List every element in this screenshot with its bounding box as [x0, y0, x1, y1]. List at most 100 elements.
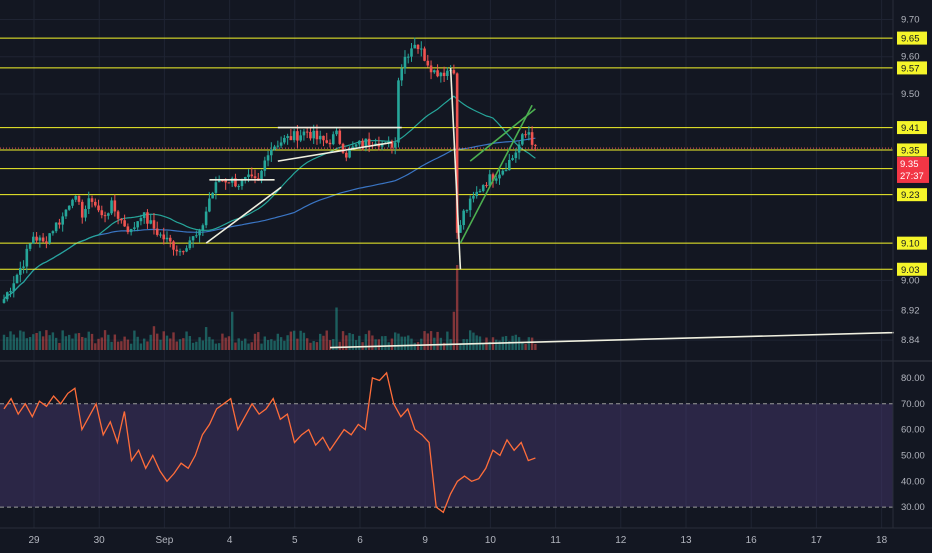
candle-body [22, 266, 25, 268]
candle-body [348, 148, 351, 158]
level-label-box [897, 262, 927, 276]
volume-bar [260, 343, 263, 350]
candle-body [338, 130, 342, 144]
candle-body [504, 170, 508, 172]
volume-bar [433, 337, 436, 350]
volume-bar [221, 333, 224, 350]
volume-bar [423, 331, 426, 350]
level-label-box [897, 61, 927, 75]
candle-body [120, 218, 123, 221]
candle-body [243, 177, 247, 180]
volume-bar [309, 342, 312, 350]
candle-body [524, 134, 527, 136]
rsi-line [3, 371, 536, 514]
volume-bar [146, 341, 149, 350]
trendline [449, 67, 462, 270]
rsi-tick-label: 40.00 [901, 476, 925, 487]
candle-body [172, 241, 175, 250]
volume-bar [22, 331, 25, 350]
candle-body [468, 198, 472, 211]
volume-bar [534, 343, 537, 350]
candle-body [15, 274, 19, 284]
volume-bar [152, 326, 156, 350]
price-pane[interactable] [0, 37, 895, 350]
price-tick-label: 9.50 [901, 89, 920, 100]
volume-bar [169, 338, 172, 350]
volume-bar [84, 337, 87, 350]
date-tick-label: 9 [422, 535, 428, 546]
volume-bar [394, 332, 397, 350]
candle-body [413, 44, 417, 49]
volume-bar [71, 338, 74, 350]
volume-bar [54, 337, 58, 350]
volume-bar [380, 336, 384, 350]
candle-body [406, 56, 410, 58]
volume-bar [446, 331, 449, 350]
volume-bar [286, 335, 289, 350]
candle-body [100, 210, 104, 216]
candle-body [452, 70, 456, 74]
level-label-box [897, 188, 927, 202]
volume-bar [107, 334, 110, 350]
volume-bar [48, 335, 51, 350]
volume-bar [9, 331, 12, 350]
candle-body [58, 222, 61, 225]
volume-bar [77, 333, 81, 350]
candle-body [511, 158, 514, 161]
candle-body [351, 146, 355, 149]
volume-bar [270, 339, 273, 350]
candle-body [133, 227, 136, 229]
rsi-tick-label: 60.00 [901, 425, 925, 436]
candle-body [508, 160, 511, 171]
candle-body [390, 141, 394, 148]
candle-body [276, 145, 280, 147]
volume-bar [410, 338, 413, 350]
candle-body [517, 144, 521, 153]
level-label: 9.10 [901, 239, 920, 250]
volume-bar [81, 336, 84, 350]
candle-body [38, 237, 42, 241]
candle-body [208, 198, 211, 212]
volume-bar [188, 336, 192, 350]
candle-body [139, 218, 143, 222]
volume-bar [113, 334, 117, 350]
candle-body [436, 70, 439, 77]
candle-body [152, 220, 156, 229]
candle-body [439, 72, 443, 77]
volume-bar [530, 337, 534, 350]
volume-bar [244, 338, 247, 350]
candle-body [45, 241, 48, 243]
candle-body [410, 48, 413, 57]
candle-body [400, 68, 404, 81]
volume-bar [413, 342, 416, 350]
volume-bar [149, 334, 152, 350]
candle-body [423, 48, 426, 61]
candle-body [442, 72, 446, 77]
candle-body [393, 142, 397, 148]
candle-body [364, 138, 368, 147]
candle-body [263, 160, 267, 171]
candle-body [354, 144, 358, 147]
candle-body [204, 211, 208, 226]
candle-body [322, 135, 325, 141]
volume-bar [58, 342, 61, 350]
candle-body [221, 180, 224, 182]
volume-bar [263, 336, 266, 350]
rsi-pane[interactable] [0, 371, 893, 514]
volume-bar [97, 338, 100, 350]
volume-bar [120, 341, 123, 350]
candle-body [247, 174, 250, 178]
candle-body [41, 237, 45, 242]
volume-bar [45, 330, 48, 350]
volume-bar [68, 334, 71, 350]
candle-body [419, 48, 423, 50]
volume-bar [204, 327, 208, 350]
candle-body [5, 292, 9, 300]
candle-body [433, 70, 436, 73]
candle-body [289, 136, 293, 141]
candle-body [237, 186, 241, 188]
volume-bar [426, 333, 429, 350]
